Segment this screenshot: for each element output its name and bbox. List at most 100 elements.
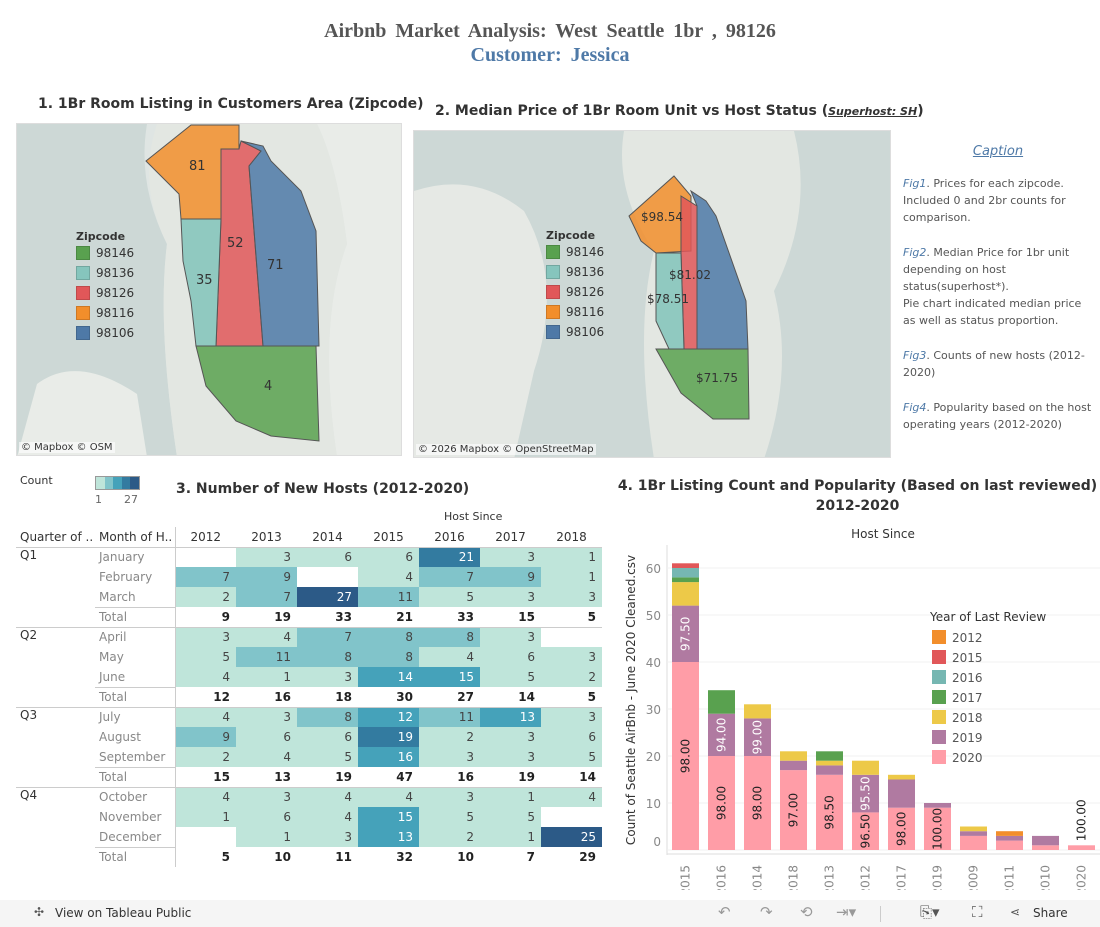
- bar-segment-2016-2017[interactable]: [708, 690, 735, 714]
- count-cell[interactable]: 5: [419, 587, 480, 607]
- count-cell[interactable]: 3: [419, 747, 480, 767]
- bar-segment-2020-2020[interactable]: [1068, 845, 1095, 850]
- count-cell[interactable]: 25: [541, 827, 602, 847]
- count-cell[interactable]: 9: [175, 727, 236, 747]
- share-icon[interactable]: ⋖: [1010, 905, 1021, 919]
- bar-segment-2018-2018[interactable]: [780, 751, 807, 761]
- count-cell[interactable]: 1: [541, 567, 602, 587]
- bar-segment-2017-2019[interactable]: [888, 779, 915, 808]
- count-cell[interactable]: 3: [419, 786, 480, 807]
- legend-item-98106[interactable]: 98106: [546, 322, 604, 342]
- count-cell[interactable]: 5: [541, 747, 602, 767]
- count-cell[interactable]: 3: [175, 626, 236, 647]
- bar-segment-2012-2020[interactable]: [852, 812, 879, 850]
- count-cell[interactable]: 4: [175, 706, 236, 727]
- count-cell[interactable]: 1: [541, 546, 602, 567]
- count-cell[interactable]: 6: [236, 807, 297, 827]
- count-cell[interactable]: 1: [236, 827, 297, 847]
- bar-segment-2018-2019[interactable]: [780, 760, 807, 771]
- legend-item-98116[interactable]: 98116: [76, 303, 134, 323]
- count-cell[interactable]: 11: [419, 706, 480, 727]
- count-cell[interactable]: 4: [236, 626, 297, 647]
- count-cell[interactable]: 6: [541, 727, 602, 747]
- count-cell[interactable]: 3: [236, 706, 297, 727]
- bar-segment-2014-2020[interactable]: [744, 756, 771, 850]
- count-cell[interactable]: 3: [297, 667, 358, 687]
- bar-segment-2012-2018[interactable]: [852, 760, 879, 775]
- count-cell[interactable]: 4: [236, 747, 297, 767]
- redo-icon[interactable]: ↷: [760, 903, 773, 921]
- revert-icon[interactable]: ⟲: [800, 903, 813, 921]
- bar-segment-2015-2015[interactable]: [672, 563, 699, 568]
- count-cell[interactable]: [541, 626, 602, 647]
- count-cell[interactable]: 3: [480, 587, 541, 607]
- legend-item-98136[interactable]: 98136: [76, 263, 134, 283]
- count-cell[interactable]: 6: [358, 546, 419, 567]
- zipcode-map[interactable]: 81 52 71 35 4 Zipcode 98146 98136 98126 981…: [16, 123, 402, 456]
- bar-segment-2014-2019[interactable]: [744, 718, 771, 756]
- legend-swatch-2018[interactable]: [932, 710, 946, 724]
- count-cell[interactable]: 16: [358, 747, 419, 767]
- legend-item-98146[interactable]: 98146: [76, 243, 134, 263]
- count-cell[interactable]: 4: [175, 667, 236, 687]
- count-cell[interactable]: 3: [297, 827, 358, 847]
- bar-segment-2011-2019[interactable]: [996, 835, 1023, 841]
- bar-segment-2016-2019[interactable]: [708, 713, 735, 756]
- bar-segment-2019-2020[interactable]: [924, 807, 951, 850]
- count-cell[interactable]: 8: [358, 647, 419, 667]
- count-cell[interactable]: 1: [480, 786, 541, 807]
- count-cell[interactable]: 8: [419, 626, 480, 647]
- fullscreen-icon[interactable]: ⛶: [972, 903, 983, 921]
- count-cell[interactable]: 2: [541, 667, 602, 687]
- count-cell[interactable]: 3: [480, 546, 541, 567]
- count-cell[interactable]: 3: [541, 706, 602, 727]
- map-attribution[interactable]: © 2026 Mapbox © OpenStreetMap: [416, 444, 596, 455]
- count-cell[interactable]: 9: [480, 567, 541, 587]
- pause-icon[interactable]: ⇥▾: [836, 903, 857, 921]
- legend-item-98126[interactable]: 98126: [76, 283, 134, 303]
- count-cell[interactable]: 15: [358, 807, 419, 827]
- count-cell[interactable]: 3: [236, 786, 297, 807]
- bar-segment-2013-2020[interactable]: [816, 774, 843, 850]
- count-cell[interactable]: 6: [236, 727, 297, 747]
- view-on-tableau-link[interactable]: View on Tableau Public: [55, 906, 192, 920]
- count-cell[interactable]: 5: [297, 747, 358, 767]
- bar-segment-2018-2020[interactable]: [780, 770, 807, 850]
- count-cell[interactable]: 4: [419, 647, 480, 667]
- count-cell[interactable]: 2: [175, 587, 236, 607]
- count-cell[interactable]: [175, 546, 236, 567]
- legend-item-98116[interactable]: 98116: [546, 302, 604, 322]
- count-cell[interactable]: 27: [297, 587, 358, 607]
- count-cell[interactable]: 5: [175, 647, 236, 667]
- count-cell[interactable]: 6: [297, 546, 358, 567]
- count-cell[interactable]: 4: [175, 786, 236, 807]
- count-cell[interactable]: 4: [297, 786, 358, 807]
- bar-segment-2017-2020[interactable]: [888, 807, 915, 850]
- count-cell[interactable]: 11: [358, 587, 419, 607]
- download-icon[interactable]: ⎘▾: [920, 903, 940, 921]
- legend-item-98146[interactable]: 98146: [546, 242, 604, 262]
- count-cell[interactable]: 1: [480, 827, 541, 847]
- legend-swatch-2015[interactable]: [932, 650, 946, 664]
- bar-segment-2011-2020[interactable]: [996, 840, 1023, 850]
- count-cell[interactable]: 21: [419, 546, 480, 567]
- bar-segment-2015-2017[interactable]: [672, 577, 699, 583]
- median-price-map[interactable]: $98.54 $81.02 $78.51 $71.75 Zipcode 9814…: [413, 130, 891, 458]
- bar-segment-2019-2019[interactable]: [924, 803, 951, 808]
- count-cell[interactable]: 6: [480, 647, 541, 667]
- count-cell[interactable]: 7: [297, 626, 358, 647]
- count-cell[interactable]: 3: [480, 727, 541, 747]
- bar-segment-2010-2019[interactable]: [1032, 835, 1059, 846]
- legend-swatch-2020[interactable]: [932, 750, 946, 764]
- share-button[interactable]: Share: [1033, 906, 1068, 920]
- bar-segment-2013-2018[interactable]: [816, 760, 843, 766]
- count-cell[interactable]: 7: [175, 567, 236, 587]
- bar-segment-2013-2019[interactable]: [816, 765, 843, 775]
- count-cell[interactable]: 4: [541, 786, 602, 807]
- count-cell[interactable]: 2: [419, 727, 480, 747]
- listing-bar-chart[interactable]: Host Since 0 10 20 30 40 50 60 Count of Seattle …: [615, 520, 1100, 890]
- count-cell[interactable]: 2: [175, 747, 236, 767]
- count-cell[interactable]: 9: [236, 567, 297, 587]
- count-cell[interactable]: 6: [297, 727, 358, 747]
- legend-item-98126[interactable]: 98126: [546, 282, 604, 302]
